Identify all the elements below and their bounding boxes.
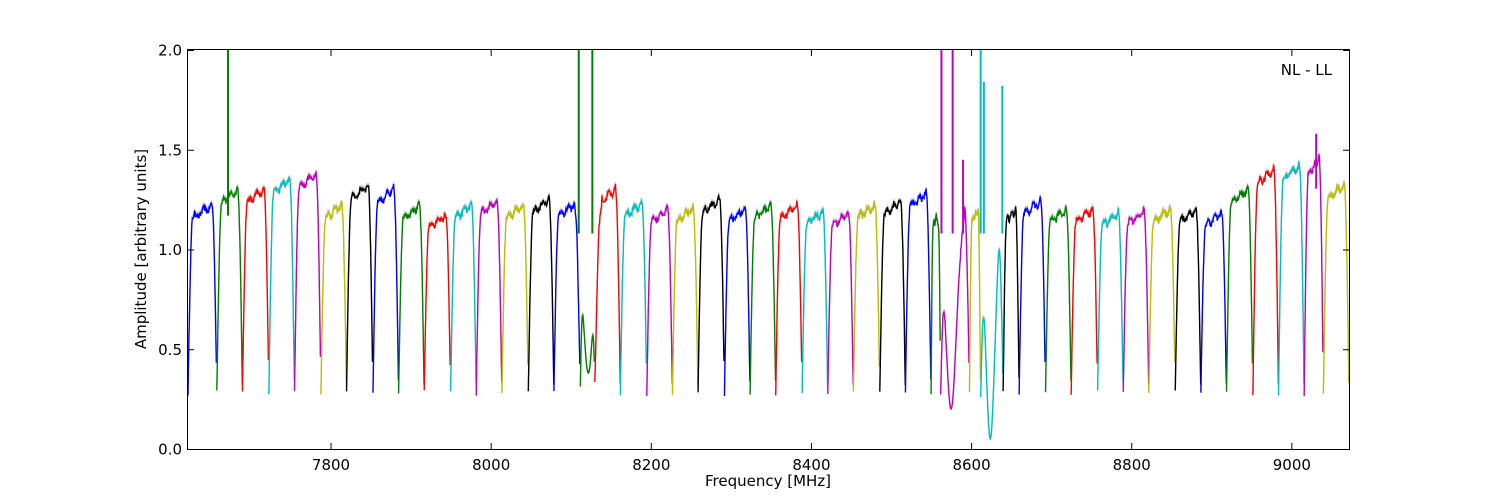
channel-trace-37: [1096, 207, 1124, 391]
series-annotation: NL - LL: [1281, 61, 1333, 79]
channel-trace-34: [1018, 196, 1046, 395]
channel-trace-22: [749, 201, 777, 395]
channel-trace-25: [827, 211, 854, 394]
channel-trace-20: [697, 193, 725, 393]
channel-trace-0: [187, 202, 218, 396]
channel-trace-18: [646, 203, 673, 396]
channel-trace-13: [527, 194, 555, 392]
channel-trace-38: [1122, 206, 1150, 392]
channel-trace-36: [1070, 205, 1098, 395]
x-tick-label: 8000: [472, 456, 510, 474]
x-tick-label: 9000: [1273, 456, 1311, 474]
channel-trace-44: [1277, 161, 1305, 396]
y-tick-label: 0.5: [158, 341, 182, 359]
channel-trace-24: [801, 208, 829, 394]
y-tick-label: 1.5: [158, 141, 182, 159]
x-tick-label: 8200: [632, 456, 670, 474]
channel-trace-4: [293, 170, 322, 392]
channel-trace-30: [939, 206, 970, 410]
channel-trace-5: [320, 201, 348, 395]
channel-trace-12: [501, 204, 529, 394]
background-trace-segment: [980, 246, 1004, 439]
channel-trace-16: [594, 183, 621, 384]
channel-trace-2: [241, 186, 270, 392]
x-tick-label: 7800: [312, 456, 350, 474]
x-tick-label: 8800: [1113, 456, 1151, 474]
y-tick-label: 0.0: [158, 441, 182, 459]
channel-trace-10: [449, 201, 477, 392]
y-tick-label: 2.0: [158, 42, 182, 60]
channel-trace-23: [775, 200, 803, 396]
background-trace: [187, 152, 1350, 439]
channel-trace-15: [579, 313, 595, 387]
channel-trace-19: [671, 204, 699, 396]
channel-trace-26: [852, 201, 881, 392]
x-tick-label: 8600: [952, 456, 990, 474]
channel-trace-1: [216, 186, 243, 391]
channel-trace-27: [879, 198, 906, 392]
axes-frame: [187, 49, 1350, 450]
channel-trace-8: [397, 200, 425, 394]
channel-trace-40: [1174, 207, 1202, 391]
plot-area: [187, 50, 1350, 441]
channel-trace-3: [268, 176, 296, 395]
channel-trace-9: [423, 212, 451, 391]
channel-trace-28: [904, 188, 932, 393]
channel-trace-14: [553, 200, 581, 392]
channel-trace-39: [1148, 205, 1176, 393]
channel-trace-29: [930, 213, 941, 395]
channel-trace-21: [723, 205, 751, 397]
x-tick-label: 8400: [792, 456, 830, 474]
channel-trace-41: [1200, 209, 1228, 393]
channel-trace-6: [345, 184, 374, 392]
y-tick-label: 1.0: [158, 241, 182, 259]
channel-trace-33: [1002, 206, 1020, 392]
channel-trace-35: [1044, 205, 1072, 393]
channel-trace-31: [968, 209, 982, 393]
axis-ticks: 7800 8000 8200 8400 8600 8800 9000 0.0 0.5 1.0 1.5…: [158, 42, 1349, 474]
channel-trace-17: [619, 199, 648, 396]
x-axis-label: Frequency [MHz]: [705, 472, 831, 490]
channel-trace-46: [1322, 182, 1350, 394]
channel-trace-7: [372, 183, 400, 393]
y-axis-label: Amplitude [arbitrary units]: [132, 149, 150, 349]
channel-trace-45: [1303, 154, 1324, 397]
channel-trace-43: [1252, 164, 1280, 396]
channel-trace-42: [1225, 184, 1254, 392]
channel-trace-32: [979, 248, 1004, 441]
channel-trace-11: [475, 197, 503, 396]
